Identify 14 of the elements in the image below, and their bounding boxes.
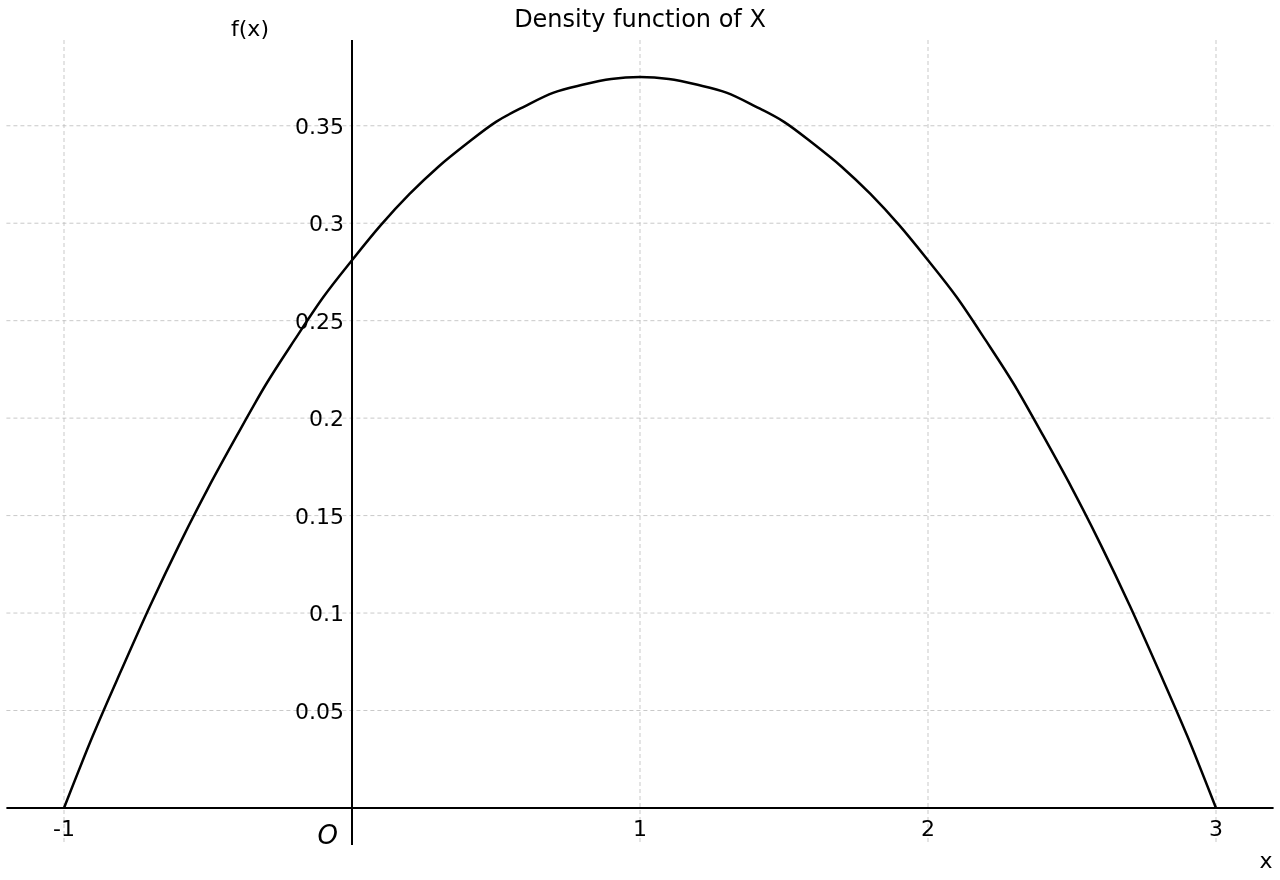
- x-tick-label: -1: [53, 815, 75, 841]
- y-tick-label: 0.35: [295, 113, 344, 139]
- y-tick-label: 0.2: [309, 406, 344, 432]
- x-tick-label: 3: [1209, 815, 1223, 841]
- x-tick-label: 2: [921, 815, 935, 841]
- annotation: O: [317, 819, 338, 850]
- x-axis-title: x: [1259, 848, 1273, 873]
- y-tick-label: 0.3: [309, 211, 344, 237]
- y-tick-label: 0.15: [295, 503, 344, 529]
- chart-title: Density function of X: [514, 5, 766, 33]
- y-tick-label: 0.1: [309, 601, 344, 627]
- y-axis-title: f(x): [231, 16, 269, 41]
- y-tick-label: 0.05: [295, 698, 344, 724]
- x-tick-label: 1: [633, 815, 647, 841]
